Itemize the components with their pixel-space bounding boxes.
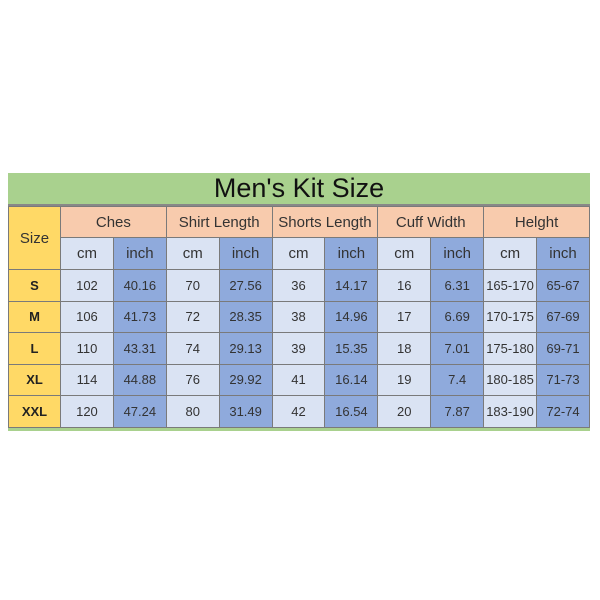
value-cell: 72 <box>165 300 220 333</box>
value-cell: 7.87 <box>430 395 485 428</box>
value-cell: 175-180 <box>483 332 538 365</box>
value-cell: 14.17 <box>324 269 379 302</box>
value-cell: 40.16 <box>112 269 167 302</box>
value-cell: 16.14 <box>324 363 379 396</box>
unit-inch-header: inch <box>430 237 485 270</box>
size-cell: L <box>8 332 61 365</box>
size-chart: Men's Kit Size Size Ches Shirt Length Short… <box>8 173 590 431</box>
value-cell: 7.01 <box>430 332 485 365</box>
value-cell: 183-190 <box>483 395 538 428</box>
value-cell: 18 <box>377 332 432 365</box>
value-cell: 106 <box>60 300 114 333</box>
value-cell: 41.73 <box>112 300 167 333</box>
value-cell: 16 <box>377 269 432 302</box>
group-header: Shirt Length <box>165 206 273 238</box>
value-cell: 19 <box>377 363 432 396</box>
value-cell: 114 <box>60 363 114 396</box>
value-cell: 31.49 <box>218 395 273 428</box>
value-cell: 76 <box>165 363 220 396</box>
value-cell: 14.96 <box>324 300 379 333</box>
unit-cm-header: cm <box>377 237 432 270</box>
value-cell: 44.88 <box>112 363 167 396</box>
value-cell: 70 <box>165 269 220 302</box>
unit-header-row: cm inch cm inch cm inch cm inch cm inch <box>9 237 590 270</box>
unit-cm-header: cm <box>271 237 326 270</box>
value-cell: 15.35 <box>324 332 379 365</box>
size-cell: M <box>8 300 61 333</box>
value-cell: 43.31 <box>112 332 167 365</box>
value-cell: 41 <box>271 363 326 396</box>
size-cell: XL <box>8 363 61 396</box>
value-cell: 102 <box>60 269 114 302</box>
value-cell: 42 <box>271 395 326 428</box>
table-row: XL 114 44.88 76 29.92 41 16.14 19 7.4 180-185 71-7… <box>8 363 590 396</box>
unit-cm-header: cm <box>60 237 114 270</box>
value-cell: 180-185 <box>483 363 538 396</box>
value-cell: 120 <box>60 395 114 428</box>
value-cell: 6.69 <box>430 300 485 333</box>
value-cell: 28.35 <box>218 300 273 333</box>
size-cell: XXL <box>8 395 61 428</box>
size-header: Size <box>8 206 61 270</box>
value-cell: 7.4 <box>430 363 485 396</box>
value-cell: 20 <box>377 395 432 428</box>
value-cell: 17 <box>377 300 432 333</box>
value-cell: 29.92 <box>218 363 273 396</box>
table-row: XXL 120 47.24 80 31.49 42 16.54 20 7.87 183-190 72… <box>8 395 590 428</box>
value-cell: 72-74 <box>536 395 590 428</box>
table-row: L 110 43.31 74 29.13 39 15.35 18 7.01 175-180 69-7… <box>8 332 590 365</box>
value-cell: 36 <box>271 269 326 302</box>
value-cell: 39 <box>271 332 326 365</box>
unit-inch-header: inch <box>218 237 273 270</box>
chart-title: Men's Kit Size <box>8 173 590 206</box>
value-cell: 38 <box>271 300 326 333</box>
value-cell: 16.54 <box>324 395 379 428</box>
table-row: S 102 40.16 70 27.56 36 14.17 16 6.31 165-170 65-6… <box>8 269 590 302</box>
value-cell: 80 <box>165 395 220 428</box>
unit-cm-header: cm <box>165 237 220 270</box>
value-cell: 71-73 <box>536 363 590 396</box>
unit-cm-header: cm <box>483 237 538 270</box>
value-cell: 6.31 <box>430 269 485 302</box>
unit-inch-header: inch <box>324 237 379 270</box>
group-header-row: Size Ches Shirt Length Shorts Length Cuff Wi… <box>8 206 590 270</box>
group-header: Helght <box>483 206 590 238</box>
table-row: M 106 41.73 72 28.35 38 14.96 17 6.69 170-175 67-6… <box>8 300 590 333</box>
unit-inch-header: inch <box>112 237 167 270</box>
value-cell: 29.13 <box>218 332 273 365</box>
value-cell: 74 <box>165 332 220 365</box>
group-header: Ches <box>60 206 167 238</box>
value-cell: 27.56 <box>218 269 273 302</box>
size-table: Size Ches Shirt Length Shorts Length Cuff Wi… <box>8 206 590 428</box>
group-header: Shorts Length <box>271 206 379 238</box>
group-header: Cuff Width <box>377 206 485 238</box>
value-cell: 69-71 <box>536 332 590 365</box>
value-cell: 165-170 <box>483 269 538 302</box>
value-cell: 170-175 <box>483 300 538 333</box>
size-cell: S <box>8 269 61 302</box>
unit-inch-header: inch <box>536 237 590 270</box>
value-cell: 110 <box>60 332 114 365</box>
value-cell: 47.24 <box>112 395 167 428</box>
value-cell: 67-69 <box>536 300 590 333</box>
value-cell: 65-67 <box>536 269 590 302</box>
